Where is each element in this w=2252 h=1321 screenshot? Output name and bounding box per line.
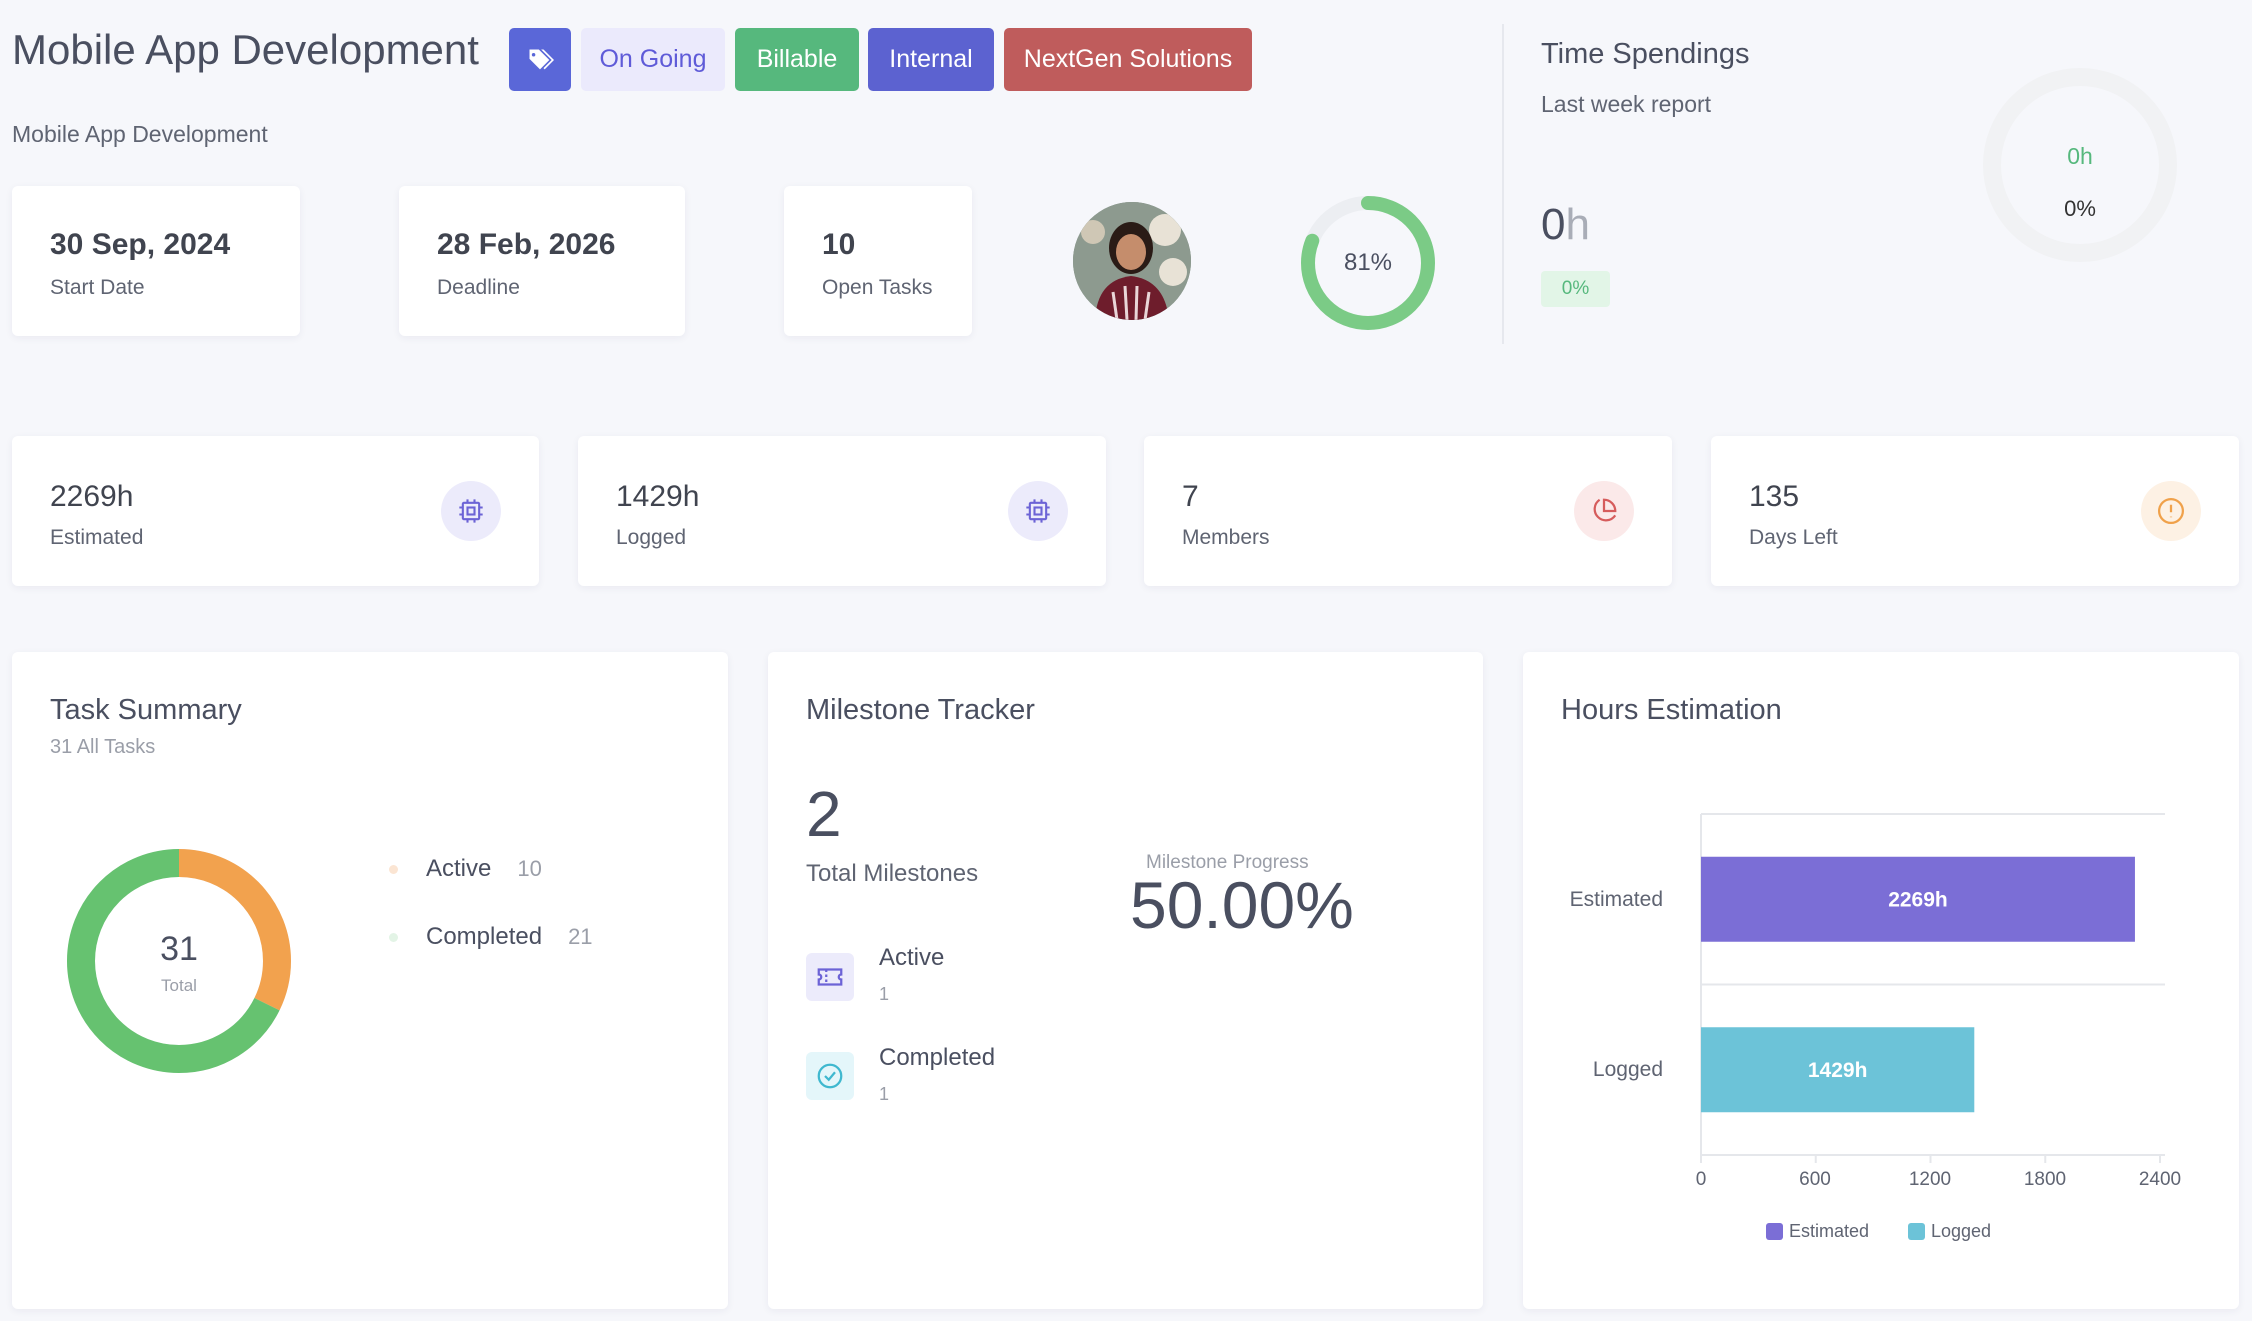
deadline-value: 28 Feb, 2026 [437, 228, 616, 261]
task-summary-title: Task Summary [50, 694, 242, 726]
task-legend-completed[interactable]: Completed 21 [389, 923, 593, 951]
client-badge: NextGen Solutions [1004, 28, 1252, 91]
milestone-active-count: 1 [879, 984, 890, 1004]
start-date-label: Start Date [50, 276, 145, 299]
bar-data-label: 2269h [1888, 888, 1948, 911]
avatar[interactable] [1073, 202, 1191, 320]
milestone-completed-name: Completed [879, 1044, 996, 1071]
deadline-card: 28 Feb, 2026 Deadline [399, 186, 685, 336]
milestone-total-value: 2 [806, 778, 842, 850]
bar-logged[interactable] [1701, 1027, 1975, 1113]
legend-logged[interactable]: Logged [1908, 1221, 1991, 1242]
internal-badge: Internal [868, 28, 994, 91]
time-spendings-unit: h [1565, 200, 1590, 249]
start-date-value: 30 Sep, 2024 [50, 228, 231, 261]
logged-stat-card: 1429h Logged [578, 436, 1106, 586]
status-badge: On Going [581, 28, 725, 91]
time-spendings-value: 0h [1541, 200, 1590, 250]
time-spendings-badge: 0% [1541, 271, 1610, 307]
members-stat-card: 7 Members [1144, 436, 1672, 586]
donut-slice-completed[interactable] [67, 849, 291, 1073]
time-spendings-subtitle: Last week report [1541, 91, 1712, 117]
x-tick-label: 0 [1695, 1169, 1707, 1190]
y-tick-label: Logged [1592, 1058, 1663, 1081]
tags-button[interactable] [509, 28, 571, 91]
legend-dot [389, 932, 398, 942]
estimated-stat-card: 2269h Estimated [12, 436, 539, 586]
task-donut-chart [67, 849, 291, 1073]
milestone-total-label: Total Milestones [806, 860, 979, 887]
y-tick-label: Estimated [1569, 888, 1663, 911]
x-tick-label: 2400 [2138, 1169, 2182, 1190]
logged-label: Logged [616, 526, 687, 549]
project-progress-text: 81% [1343, 249, 1393, 276]
cpu-icon [441, 481, 501, 541]
open-tasks-label: Open Tasks [822, 276, 933, 299]
legend-text: Logged [1931, 1221, 1992, 1241]
bar-data-label: 1429h [1808, 1059, 1868, 1082]
deadline-label: Deadline [437, 276, 520, 299]
check-circle-icon [806, 1052, 854, 1100]
milestone-progress-value: 50.00% [1130, 868, 1354, 942]
open-tasks-card: 10 Open Tasks [784, 186, 972, 336]
time-spendings-number: 0 [1541, 200, 1566, 249]
logged-value: 1429h [616, 480, 700, 513]
open-tasks-value: 10 [822, 228, 856, 261]
estimated-value: 2269h [50, 480, 134, 513]
legend-estimated[interactable]: Estimated [1766, 1221, 1869, 1242]
milestone-title: Milestone Tracker [806, 694, 1035, 726]
hours-estimation-card: Hours Estimation 2269h 1429h Estimated Lo… [1523, 652, 2239, 1309]
time-spendings-ring [1983, 68, 2177, 262]
project-subtitle: Mobile App Development [12, 121, 268, 147]
task-total-value: 31 [160, 930, 198, 968]
pie-chart-icon [1574, 481, 1634, 541]
task-total-label: Total [161, 976, 197, 995]
legend-name: Completed [426, 923, 543, 950]
time-spendings-ring-hours: 0h [2067, 143, 2093, 169]
days-left-label: Days Left [1749, 526, 1838, 549]
milestone-active-name: Active [879, 944, 945, 971]
legend-swatch [1766, 1223, 1783, 1240]
ticket-icon [806, 953, 854, 1001]
task-summary-subtitle: 31 All Tasks [50, 736, 156, 758]
hours-estimation-title: Hours Estimation [1561, 694, 1782, 726]
bar-estimated[interactable] [1701, 856, 2135, 942]
cpu-icon [1008, 481, 1068, 541]
milestone-completed-count: 1 [879, 1084, 890, 1104]
milestone-progress-label: Milestone Progress [1146, 852, 1309, 873]
legend-dot [389, 864, 398, 874]
legend-name: Active [426, 855, 492, 882]
milestone-tracker-card: Milestone Tracker 2 Total Milestones Mil… [768, 652, 1483, 1309]
legend-count: 21 [568, 924, 593, 949]
members-label: Members [1182, 526, 1270, 549]
project-title: Mobile App Development [12, 26, 479, 73]
time-spendings-title: Time Spendings [1541, 38, 1750, 70]
project-progress-ring [1301, 196, 1435, 330]
x-tick-label: 1800 [2023, 1169, 2067, 1190]
members-value: 7 [1182, 480, 1199, 513]
days-left-value: 135 [1749, 480, 1800, 513]
x-tick-label: 600 [1799, 1169, 1831, 1190]
task-legend-active[interactable]: Active 10 [389, 855, 542, 883]
legend-text: Estimated [1789, 1221, 1870, 1241]
legend-swatch [1908, 1223, 1925, 1240]
task-summary-card: Task Summary 31 All Tasks 31 Total Activ… [12, 652, 728, 1309]
hours-bar-chart: 2269h 1429h [1700, 813, 2165, 1163]
days-left-stat-card: 135 Days Left [1711, 436, 2239, 586]
divider [1502, 24, 1504, 344]
time-spendings-ring-percent: 0% [2064, 196, 2096, 221]
x-tick-label: 1200 [1908, 1169, 1952, 1190]
estimated-label: Estimated [50, 526, 144, 549]
start-date-card: 30 Sep, 2024 Start Date [12, 186, 300, 336]
tags-icon [528, 49, 554, 69]
legend-count: 10 [517, 856, 542, 881]
alert-circle-icon [2141, 481, 2201, 541]
billable-badge: Billable [735, 28, 859, 91]
